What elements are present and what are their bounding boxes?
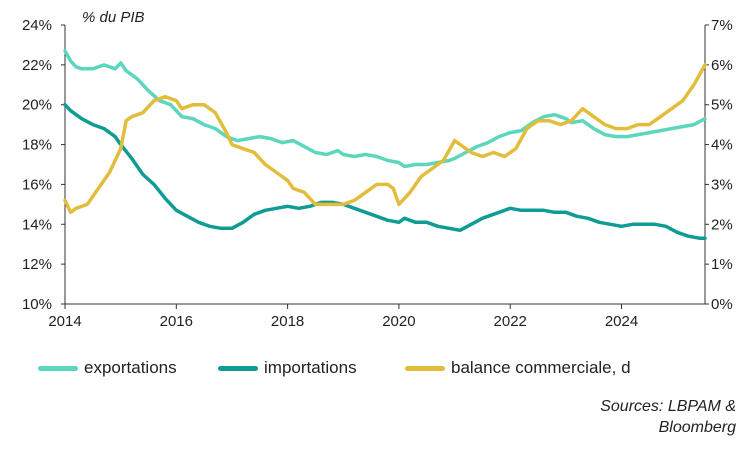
x-tick-label: 2018 [271,313,304,330]
legend-swatch-balance [405,365,445,371]
source-line-2: Bloomberg [658,419,736,436]
y-left-tick-label: 16% [22,176,52,193]
x-tick-label: 2020 [382,313,415,330]
x-tick-label: 2022 [494,313,527,330]
y-left-tick-label: 10% [22,296,52,313]
y-axis-unit-label: % du PIB [82,9,145,26]
y-right-tick-label: 2% [711,216,733,233]
y-right-tick-label: 4% [711,137,733,154]
y-left-tick-label: 18% [22,137,52,154]
y-right-tick-label: 0% [711,296,733,313]
y-left-tick-label: 12% [22,256,52,273]
y-right-tick-label: 6% [711,57,733,74]
legend-label-balance: balance commerciale, d [451,358,631,377]
y-right-tick-label: 5% [711,97,733,114]
legend-item-balance: balance commerciale, d [405,358,631,378]
source-note: Sources: LBPAM & Bloomberg [476,396,736,438]
y-left-tick-label: 20% [22,97,52,114]
y-right-tick-label: 3% [711,176,733,193]
series-line-balance-commerciale [63,63,707,215]
source-line-1: Sources: LBPAM & [600,398,736,415]
legend-label-importations: importations [264,358,357,377]
x-tick-label: 2014 [48,313,81,330]
legend-swatch-exportations [38,365,78,371]
y-right-tick-label: 1% [711,256,733,273]
y-left-tick-label: 14% [22,216,52,233]
tick-labels: 10% 12% 14% 16% 18% 20% 22% 24% 0% 1% 2% 3% 4% 5% 6% 7%… [22,17,733,330]
x-tick-label: 2016 [160,313,193,330]
series-lines [63,49,707,240]
series-line-exportations [63,49,707,169]
legend-swatch-importations [218,365,258,371]
legend: exportations importations balance commer… [0,358,752,382]
y-right-tick-label: 7% [711,17,733,34]
legend-label-exportations: exportations [84,358,177,377]
series-line-importations [63,102,707,240]
legend-item-exportations: exportations [38,358,177,378]
axes [64,25,706,305]
y-left-tick-label: 24% [22,17,52,34]
legend-item-importations: importations [218,358,357,378]
y-left-tick-label: 22% [22,57,52,74]
x-tick-label: 2024 [605,313,638,330]
